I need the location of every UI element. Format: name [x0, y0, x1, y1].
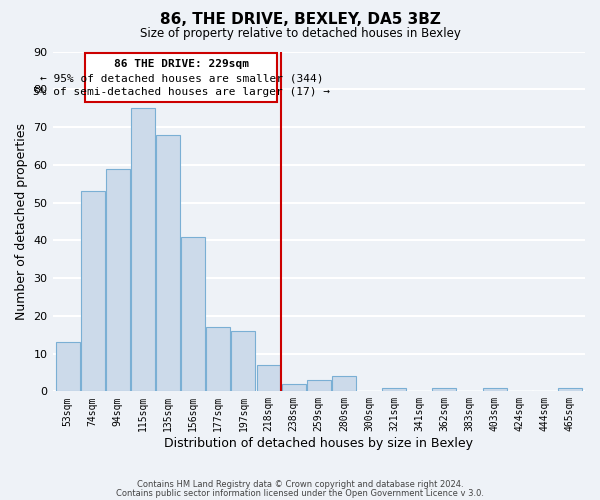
Bar: [206, 327, 230, 392]
Text: 86 THE DRIVE: 229sqm: 86 THE DRIVE: 229sqm: [114, 59, 249, 69]
Text: Size of property relative to detached houses in Bexley: Size of property relative to detached ho…: [140, 28, 460, 40]
Bar: [131, 108, 155, 392]
Bar: [307, 380, 331, 392]
Text: Contains public sector information licensed under the Open Government Licence v : Contains public sector information licen…: [116, 488, 484, 498]
Bar: [382, 388, 406, 392]
Bar: [156, 134, 180, 392]
Bar: [282, 384, 305, 392]
FancyBboxPatch shape: [85, 54, 277, 102]
Text: ← 95% of detached houses are smaller (344): ← 95% of detached houses are smaller (34…: [40, 73, 323, 83]
Bar: [56, 342, 80, 392]
Text: 5% of semi-detached houses are larger (17) →: 5% of semi-detached houses are larger (1…: [33, 86, 330, 97]
Bar: [482, 388, 506, 392]
Bar: [181, 236, 205, 392]
Bar: [558, 388, 582, 392]
Bar: [257, 365, 280, 392]
Bar: [81, 191, 104, 392]
Y-axis label: Number of detached properties: Number of detached properties: [15, 123, 28, 320]
Text: 86, THE DRIVE, BEXLEY, DA5 3BZ: 86, THE DRIVE, BEXLEY, DA5 3BZ: [160, 12, 440, 28]
Bar: [433, 388, 456, 392]
Text: Contains HM Land Registry data © Crown copyright and database right 2024.: Contains HM Land Registry data © Crown c…: [137, 480, 463, 489]
Bar: [332, 376, 356, 392]
Bar: [232, 331, 256, 392]
Bar: [106, 168, 130, 392]
X-axis label: Distribution of detached houses by size in Bexley: Distribution of detached houses by size …: [164, 437, 473, 450]
